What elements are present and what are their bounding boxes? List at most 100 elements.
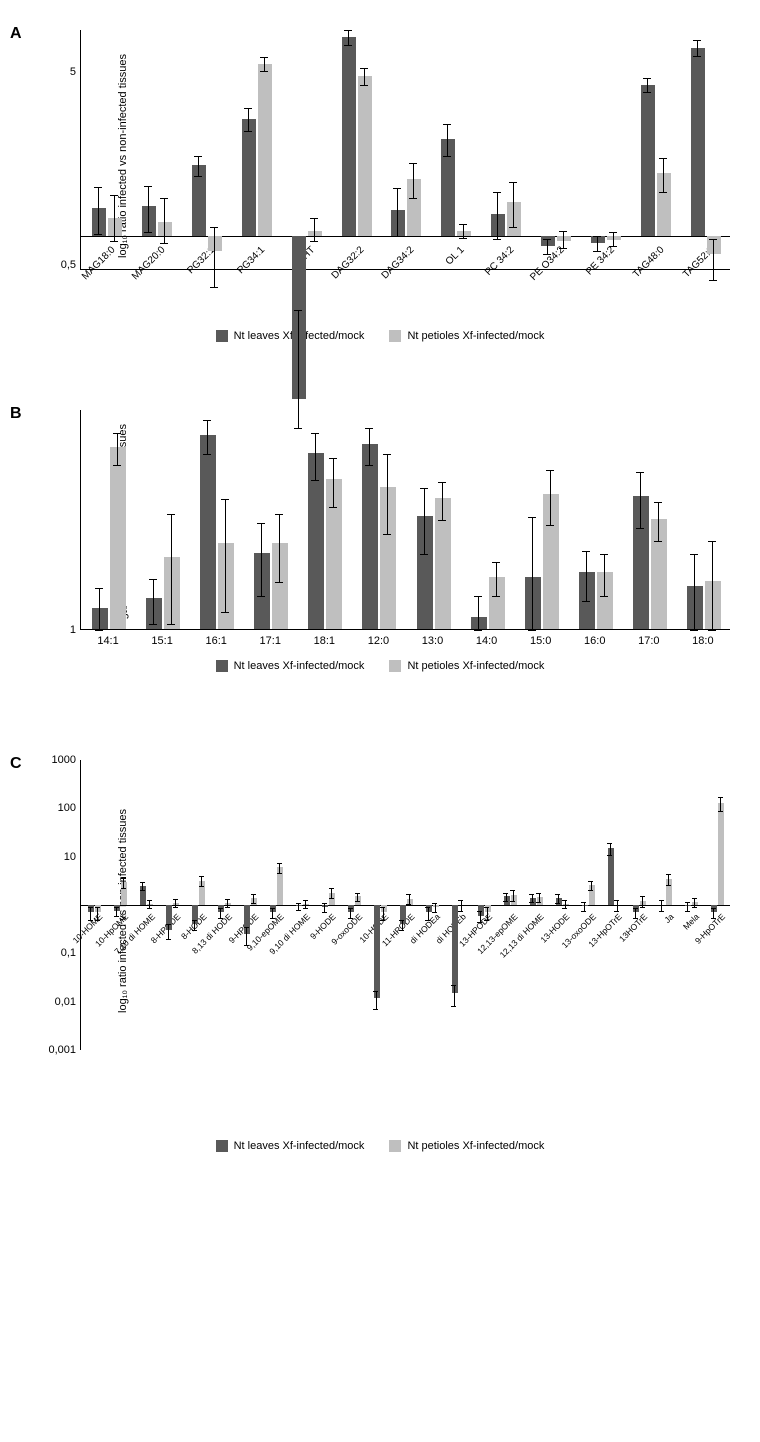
- bar: [489, 577, 505, 629]
- bar: [200, 435, 216, 629]
- chart-a-area: log₁₀ ratio infected vs non-infected tis…: [80, 30, 730, 270]
- panel-a-label: A: [10, 25, 22, 43]
- legend-label-light-b: Nt petioles Xf-infected/mock: [407, 660, 544, 672]
- bar: [322, 905, 328, 907]
- bar: [342, 37, 356, 236]
- bar: [242, 119, 256, 237]
- bar: [607, 236, 621, 239]
- bar: [166, 905, 172, 930]
- legend-item-dark-b: Nt leaves Xf-infected/mock: [216, 660, 365, 672]
- chart-a-legend: Nt leaves Xf-infected/mock Nt petioles X…: [30, 330, 730, 342]
- bar: [507, 202, 521, 236]
- bar: [657, 173, 671, 236]
- bar: [608, 848, 614, 905]
- bar: [258, 64, 272, 237]
- bar: [651, 519, 667, 629]
- bar: [303, 904, 309, 905]
- chart-c-area: log₁₀ ratio infected vs non-infected tis…: [80, 760, 730, 1050]
- legend-swatch-light-b: [389, 660, 401, 672]
- chart-b-area: log₁₀ ratio infected vs non-infected tis…: [80, 410, 730, 630]
- bar: [358, 76, 372, 237]
- bar: [95, 905, 101, 912]
- bar: [374, 905, 380, 998]
- panel-b: B log₁₀ ratio infected vs non-infected t…: [30, 410, 730, 720]
- bar: [511, 895, 517, 905]
- legend-label-dark-b: Nt leaves Xf-infected/mock: [234, 660, 365, 672]
- bar: [254, 553, 270, 629]
- bar: [491, 214, 505, 237]
- bar: [543, 494, 559, 629]
- legend-swatch-dark-c: [216, 1140, 228, 1152]
- bar: [208, 236, 222, 251]
- legend-swatch-dark: [216, 330, 228, 342]
- bar: [718, 803, 724, 905]
- legend-item-light-c: Nt petioles Xf-infected/mock: [389, 1140, 544, 1152]
- bar: [685, 905, 691, 906]
- bar: [633, 496, 649, 629]
- legend-label-light: Nt petioles Xf-infected/mock: [407, 330, 544, 342]
- panel-a: A log₁₀ ratio infected vs non-infected t…: [30, 30, 730, 370]
- bar: [192, 905, 198, 924]
- bar: [417, 516, 433, 629]
- legend-item-light-b: Nt petioles Xf-infected/mock: [389, 660, 544, 672]
- bar: [692, 902, 698, 905]
- bar: [308, 231, 322, 236]
- bar: [108, 218, 122, 237]
- bar: [433, 905, 439, 907]
- bar: [244, 905, 250, 934]
- bar: [362, 444, 378, 629]
- bar: [110, 447, 126, 629]
- bar: [597, 572, 613, 629]
- bar: [272, 543, 288, 629]
- bar: [88, 905, 94, 912]
- legend-swatch-light-c: [389, 1140, 401, 1152]
- bar: [121, 882, 127, 905]
- bar: [691, 48, 705, 237]
- chart-c-legend: Nt leaves Xf-infected/mock Nt petioles X…: [30, 1140, 730, 1152]
- bar: [164, 557, 180, 629]
- legend-item-dark: Nt leaves Xf-infected/mock: [216, 330, 365, 342]
- bar: [199, 881, 205, 905]
- bar: [292, 236, 306, 399]
- legend-item-dark-c: Nt leaves Xf-infected/mock: [216, 1140, 365, 1152]
- bar: [563, 904, 569, 905]
- bar: [589, 885, 595, 905]
- bar: [158, 222, 172, 236]
- bar: [326, 479, 342, 629]
- legend-label-dark-c: Nt leaves Xf-infected/mock: [234, 1140, 365, 1152]
- bar: [591, 236, 605, 243]
- bar: [381, 905, 387, 912]
- bar: [218, 543, 234, 629]
- legend-swatch-dark-b: [216, 660, 228, 672]
- bar: [485, 905, 491, 912]
- bar: [687, 586, 703, 629]
- bar: [557, 236, 571, 240]
- bar: [426, 905, 432, 912]
- bar: [640, 901, 646, 905]
- bar: [641, 85, 655, 237]
- bar: [147, 904, 153, 905]
- bar: [296, 905, 302, 906]
- bar: [407, 179, 421, 236]
- panel-b-label: B: [10, 405, 22, 423]
- bar: [441, 139, 455, 237]
- legend-swatch-light: [389, 330, 401, 342]
- legend-item-light: Nt petioles Xf-infected/mock: [389, 330, 544, 342]
- bar: [435, 498, 451, 629]
- panel-c: C log₁₀ ratio infected vs non-infected t…: [30, 760, 730, 1190]
- panel-c-label: C: [10, 755, 22, 773]
- bar: [92, 208, 106, 236]
- figure-container: A log₁₀ ratio infected vs non-infected t…: [0, 0, 760, 1250]
- bar: [173, 903, 179, 905]
- bar: [225, 903, 231, 905]
- bar: [380, 487, 396, 629]
- bar: [140, 886, 146, 905]
- bar: [457, 231, 471, 236]
- chart-b-legend: Nt leaves Xf-infected/mock Nt petioles X…: [30, 660, 730, 672]
- bar: [452, 905, 458, 993]
- bar: [391, 210, 405, 237]
- bar: [582, 905, 588, 906]
- bar: [471, 617, 487, 629]
- bar: [525, 577, 541, 629]
- bar: [92, 608, 108, 629]
